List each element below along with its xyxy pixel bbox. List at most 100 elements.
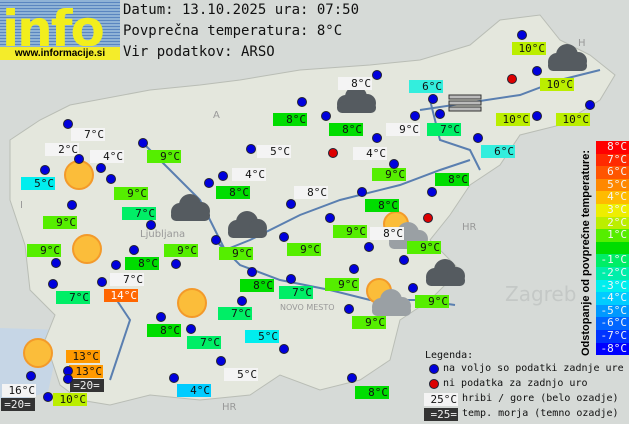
station-temperature-label[interactable]: 8°C — [125, 257, 159, 270]
station-temperature-label[interactable]: 8°C — [294, 186, 328, 199]
station-temperature-label[interactable]: 7°C — [279, 286, 313, 299]
station-available-dot-icon[interactable] — [26, 371, 36, 381]
station-missing-dot-icon[interactable] — [507, 74, 517, 84]
station-available-dot-icon[interactable] — [372, 133, 382, 143]
station-temperature-label[interactable]: 9°C — [219, 247, 253, 260]
station-available-dot-icon[interactable] — [286, 199, 296, 209]
station-available-dot-icon[interactable] — [156, 312, 166, 322]
station-temperature-label[interactable]: 5°C — [257, 145, 291, 158]
station-available-dot-icon[interactable] — [321, 111, 331, 121]
station-temperature-label[interactable]: 8°C — [365, 199, 399, 212]
station-available-dot-icon[interactable] — [427, 187, 437, 197]
station-available-dot-icon[interactable] — [67, 200, 77, 210]
station-available-dot-icon[interactable] — [43, 392, 53, 402]
station-temperature-label[interactable]: 10°C — [496, 113, 530, 126]
station-temperature-label[interactable]: 9°C — [407, 241, 441, 254]
station-available-dot-icon[interactable] — [96, 163, 106, 173]
station-available-dot-icon[interactable] — [389, 159, 399, 169]
station-temperature-label[interactable]: 4°C — [353, 147, 387, 160]
station-available-dot-icon[interactable] — [428, 94, 438, 104]
station-temperature-label[interactable]: 4°C — [232, 168, 266, 181]
station-available-dot-icon[interactable] — [218, 171, 228, 181]
station-available-dot-icon[interactable] — [204, 178, 214, 188]
station-available-dot-icon[interactable] — [364, 242, 374, 252]
station-temperature-label[interactable]: 5°C — [21, 177, 55, 190]
station-temperature-label[interactable]: 13°C — [69, 365, 103, 378]
station-available-dot-icon[interactable] — [138, 138, 148, 148]
logo[interactable]: info www.informacije.si — [0, 0, 120, 60]
station-temperature-label[interactable]: 13°C — [66, 350, 100, 363]
station-available-dot-icon[interactable] — [517, 30, 527, 40]
station-available-dot-icon[interactable] — [585, 100, 595, 110]
station-available-dot-icon[interactable] — [63, 374, 73, 384]
station-temperature-label[interactable]: 9°C — [287, 243, 321, 256]
station-available-dot-icon[interactable] — [372, 70, 382, 80]
station-temperature-label[interactable]: 9°C — [386, 123, 420, 136]
station-temperature-label[interactable]: 8°C — [329, 123, 363, 136]
station-available-dot-icon[interactable] — [169, 373, 179, 383]
station-available-dot-icon[interactable] — [63, 119, 73, 129]
station-temperature-label[interactable]: 8°C — [355, 386, 389, 399]
station-temperature-label[interactable]: 7°C — [110, 273, 144, 286]
station-temperature-label[interactable]: 8°C — [216, 186, 250, 199]
station-temperature-label[interactable]: 7°C — [187, 336, 221, 349]
station-available-dot-icon[interactable] — [97, 277, 107, 287]
station-temperature-label[interactable]: 8°C — [240, 279, 274, 292]
station-available-dot-icon[interactable] — [349, 264, 359, 274]
station-temperature-label[interactable]: =20= — [70, 379, 104, 392]
station-available-dot-icon[interactable] — [171, 259, 181, 269]
logo-url[interactable]: www.informacije.si — [0, 47, 120, 60]
station-temperature-label[interactable]: 7°C — [56, 291, 90, 304]
station-temperature-label[interactable]: 7°C — [122, 207, 156, 220]
station-available-dot-icon[interactable] — [146, 220, 156, 230]
station-temperature-label[interactable]: 6°C — [409, 80, 443, 93]
station-available-dot-icon[interactable] — [297, 97, 307, 107]
station-missing-dot-icon[interactable] — [423, 213, 433, 223]
station-available-dot-icon[interactable] — [106, 174, 116, 184]
station-available-dot-icon[interactable] — [325, 213, 335, 223]
station-temperature-label[interactable]: 4°C — [90, 150, 124, 163]
station-temperature-label[interactable]: =20= — [1, 398, 35, 411]
station-temperature-label[interactable]: 4°C — [177, 384, 211, 397]
station-available-dot-icon[interactable] — [237, 296, 247, 306]
station-temperature-label[interactable]: 10°C — [556, 113, 590, 126]
station-available-dot-icon[interactable] — [347, 373, 357, 383]
station-temperature-label[interactable]: 7°C — [71, 128, 105, 141]
station-temperature-label[interactable]: 14°C — [104, 289, 138, 302]
station-available-dot-icon[interactable] — [279, 232, 289, 242]
station-available-dot-icon[interactable] — [247, 267, 257, 277]
station-available-dot-icon[interactable] — [51, 258, 61, 268]
station-available-dot-icon[interactable] — [40, 165, 50, 175]
station-available-dot-icon[interactable] — [246, 144, 256, 154]
station-available-dot-icon[interactable] — [532, 66, 542, 76]
station-temperature-label[interactable]: 10°C — [540, 78, 574, 91]
station-temperature-label[interactable]: 9°C — [352, 316, 386, 329]
station-temperature-label[interactable]: 9°C — [147, 150, 181, 163]
station-available-dot-icon[interactable] — [216, 356, 226, 366]
station-temperature-label[interactable]: 8°C — [435, 173, 469, 186]
station-temperature-label[interactable]: 8°C — [370, 227, 404, 240]
station-available-dot-icon[interactable] — [532, 111, 542, 121]
station-available-dot-icon[interactable] — [357, 187, 367, 197]
station-available-dot-icon[interactable] — [344, 304, 354, 314]
station-temperature-label[interactable]: 9°C — [333, 225, 367, 238]
station-temperature-label[interactable]: 10°C — [53, 393, 87, 406]
station-temperature-label[interactable]: 10°C — [512, 42, 546, 55]
station-temperature-label[interactable]: 8°C — [147, 324, 181, 337]
station-temperature-label[interactable]: 9°C — [43, 216, 77, 229]
station-available-dot-icon[interactable] — [74, 154, 84, 164]
station-available-dot-icon[interactable] — [399, 255, 409, 265]
station-temperature-label[interactable]: 6°C — [481, 145, 515, 158]
station-temperature-label[interactable]: 7°C — [218, 307, 252, 320]
station-temperature-label[interactable]: 7°C — [427, 123, 461, 136]
station-temperature-label[interactable]: 16°C — [2, 384, 36, 397]
station-available-dot-icon[interactable] — [129, 245, 139, 255]
station-temperature-label[interactable]: 2°C — [45, 143, 79, 156]
station-available-dot-icon[interactable] — [473, 133, 483, 143]
station-available-dot-icon[interactable] — [111, 260, 121, 270]
station-temperature-label[interactable]: 5°C — [245, 330, 279, 343]
station-available-dot-icon[interactable] — [48, 279, 58, 289]
station-temperature-label[interactable]: 9°C — [27, 244, 61, 257]
station-available-dot-icon[interactable] — [186, 324, 196, 334]
station-available-dot-icon[interactable] — [410, 111, 420, 121]
